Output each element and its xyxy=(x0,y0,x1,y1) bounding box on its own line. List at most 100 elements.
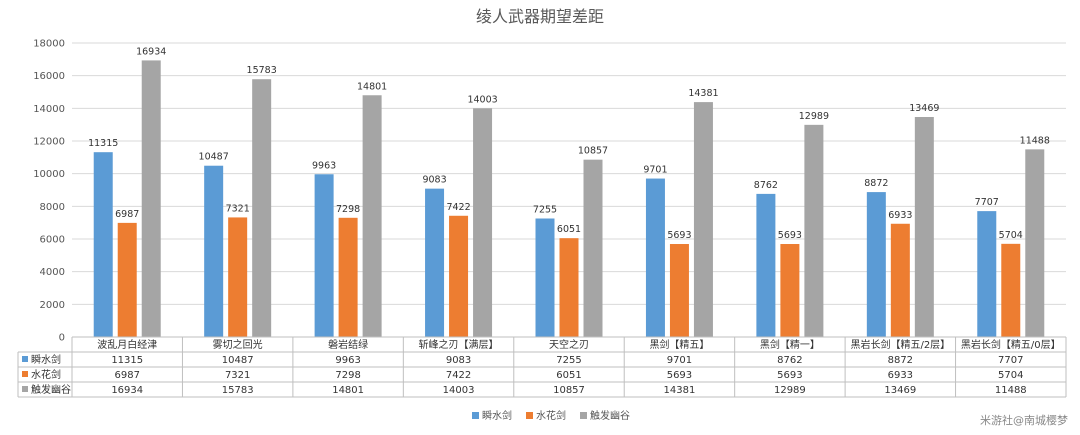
y-tick-label: 0 xyxy=(59,333,65,344)
data-label: 10857 xyxy=(578,146,608,157)
bar xyxy=(314,174,334,337)
table-series-name: 触发幽谷 xyxy=(31,383,71,396)
x-tick-label: 黑岩长剑【精五/2层】 xyxy=(850,338,950,351)
table-cell: 9963 xyxy=(335,355,360,366)
y-tick-label: 4000 xyxy=(40,267,65,278)
bar xyxy=(977,211,997,337)
table-cell: 9701 xyxy=(667,355,692,366)
table-cell: 10487 xyxy=(222,355,254,366)
table-cell: 7707 xyxy=(998,355,1023,366)
table-legend-key xyxy=(22,386,28,392)
y-tick-label: 2000 xyxy=(40,300,65,311)
data-label: 16934 xyxy=(136,46,166,57)
bar xyxy=(890,223,910,337)
y-tick-label: 6000 xyxy=(40,235,65,246)
data-label: 9963 xyxy=(312,160,336,171)
table-cell: 5693 xyxy=(777,370,802,381)
data-label: 6051 xyxy=(557,224,581,235)
watermark: 米游社@南城樱梦 xyxy=(980,413,1068,427)
bar xyxy=(780,244,800,337)
data-label: 6987 xyxy=(115,209,139,220)
table-legend-key xyxy=(22,371,28,377)
table-cell: 6933 xyxy=(888,370,913,381)
legend-key xyxy=(580,412,587,419)
bar xyxy=(204,165,224,337)
legend-key xyxy=(472,412,479,419)
y-tick-label: 8000 xyxy=(40,202,65,213)
table-cell: 11315 xyxy=(111,355,143,366)
data-label: 8872 xyxy=(864,178,888,189)
bar xyxy=(645,178,665,337)
table-cell: 14801 xyxy=(332,385,364,396)
data-label: 13469 xyxy=(909,103,939,114)
bar xyxy=(583,159,603,337)
data-label: 9083 xyxy=(422,175,446,186)
x-tick-label: 磐岩结绿 xyxy=(328,338,368,351)
bar xyxy=(535,218,555,337)
y-tick-label: 16000 xyxy=(33,71,65,82)
data-label: 5693 xyxy=(667,230,691,241)
bar xyxy=(362,95,382,337)
bar xyxy=(914,117,934,337)
data-label: 6933 xyxy=(888,210,912,221)
bar xyxy=(473,108,493,337)
table-series-name: 水花剑 xyxy=(31,368,61,381)
bar xyxy=(804,124,824,337)
table-cell: 7298 xyxy=(335,370,360,381)
data-label: 15783 xyxy=(247,65,277,76)
x-tick-label: 雾切之回光 xyxy=(213,338,263,351)
data-labels: 11315 10487 9963 9083 7255 9701 8762 8872 7707 69… xyxy=(88,46,1050,241)
table-cell: 14003 xyxy=(443,385,475,396)
y-tick-label: 10000 xyxy=(33,169,65,180)
bar xyxy=(93,152,113,337)
table-cell: 7321 xyxy=(225,370,250,381)
bar xyxy=(252,79,272,337)
bar xyxy=(141,60,161,337)
legend-entry: 瞬水剑 xyxy=(482,409,512,422)
data-label: 9701 xyxy=(643,165,667,176)
x-tick-label: 黑剑【精五】 xyxy=(649,338,709,351)
bar xyxy=(1001,243,1021,337)
table-cell: 6051 xyxy=(556,370,581,381)
bars xyxy=(93,60,1045,337)
bar xyxy=(756,193,776,337)
table-cell: 16934 xyxy=(111,385,143,396)
x-tick-label: 黑剑【精一】 xyxy=(760,338,820,351)
table-cell: 6987 xyxy=(114,370,139,381)
data-label: 12989 xyxy=(799,111,829,122)
legend-key xyxy=(526,412,533,419)
table-cell: 11488 xyxy=(995,385,1027,396)
bar xyxy=(338,217,358,337)
chart-title: 绫人武器期望差距 xyxy=(476,7,604,26)
bar xyxy=(425,188,445,337)
table-cell: 13469 xyxy=(884,385,916,396)
table-cell: 7422 xyxy=(446,370,471,381)
data-label: 5693 xyxy=(778,230,802,241)
data-label: 14381 xyxy=(688,88,718,99)
data-label: 14003 xyxy=(467,94,497,105)
data-label: 7707 xyxy=(975,197,999,208)
table-cell: 12989 xyxy=(774,385,806,396)
bar xyxy=(228,217,248,337)
legend: 瞬水剑 水花剑 触发幽谷 xyxy=(472,409,630,422)
y-tick-label: 14000 xyxy=(33,104,65,115)
table-cell: 14381 xyxy=(664,385,696,396)
y-axis: 0 2000 4000 6000 8000 10000 12000 14000 16000 180… xyxy=(33,39,65,344)
data-label: 11488 xyxy=(1020,135,1050,146)
legend-entry: 水花剑 xyxy=(536,409,566,422)
data-label: 5704 xyxy=(999,230,1023,241)
table-cell: 5693 xyxy=(667,370,692,381)
data-label: 7422 xyxy=(446,202,470,213)
table-legend-key xyxy=(22,356,28,362)
data-table: 波乱月白经津 雾切之回光 磐岩结绿 斩峰之刃【满层】 天空之刃 黑剑【精五】 黑剑【精一】 黑… xyxy=(17,336,1067,398)
legend-entry: 触发幽谷 xyxy=(590,409,630,422)
table-cell: 9083 xyxy=(446,355,471,366)
data-label: 14801 xyxy=(357,81,387,92)
bar xyxy=(449,215,469,337)
data-label: 7321 xyxy=(226,203,250,214)
data-label: 11315 xyxy=(88,138,118,149)
bar xyxy=(693,102,713,337)
table-cell: 15783 xyxy=(222,385,254,396)
x-tick-label: 天空之刃 xyxy=(549,338,589,351)
